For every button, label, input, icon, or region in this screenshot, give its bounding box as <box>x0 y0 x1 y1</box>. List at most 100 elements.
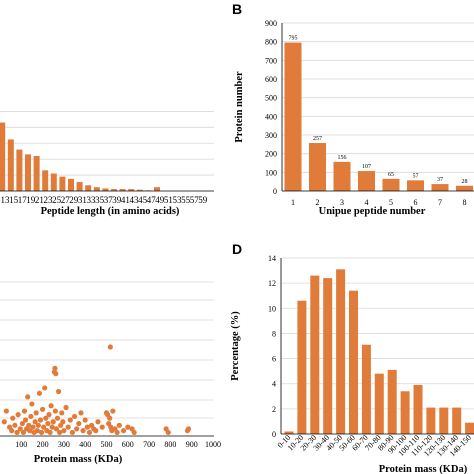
panel-a-x-tick: 41 <box>121 195 130 205</box>
panel-c-point <box>35 422 41 428</box>
panel-c-point <box>82 417 88 423</box>
panel-c-point <box>65 424 71 430</box>
panel-b-data-label: 257 <box>313 136 322 142</box>
panel-b-y-tick: 600 <box>265 75 277 84</box>
panel-c-point <box>61 428 67 434</box>
panel-c-point <box>120 428 127 434</box>
panel-c-point <box>25 394 31 400</box>
panel-a-x-tick: 39 <box>112 195 122 205</box>
panel-c-x-tick: 700 <box>143 440 155 449</box>
panel-b-bar <box>309 143 326 191</box>
panel-c-x-tick: 500 <box>101 440 113 449</box>
panel-a-x-tick: 51 <box>164 195 173 205</box>
panel-a-bar <box>50 173 57 191</box>
panel-b-y-tick: 300 <box>265 131 277 140</box>
panel-a-bar <box>7 139 14 191</box>
panel-c-point <box>50 419 56 425</box>
panel-c-point <box>10 415 16 421</box>
panel-c-point <box>17 426 23 432</box>
panel-c-point <box>80 428 86 434</box>
panel-d-bar <box>465 422 474 434</box>
panel-a-bar <box>25 154 31 191</box>
panel-c-point <box>40 406 46 412</box>
panel-c-point <box>26 422 32 428</box>
panel-a-bar <box>42 170 49 191</box>
panel-c-point <box>20 429 27 436</box>
panel-c-point <box>69 429 76 436</box>
panel-d-y-tick: 6 <box>272 355 276 364</box>
panel-d-bar <box>374 373 384 434</box>
panel-c-x-tick: 300 <box>58 440 70 449</box>
panel-c-point <box>53 426 60 432</box>
panel-d-y-tick: 2 <box>272 405 276 414</box>
panel-c-x-tick: 900 <box>186 440 198 449</box>
panel-c-point <box>43 415 49 421</box>
panel-d-bar <box>452 407 462 434</box>
panel-c-point <box>55 388 62 395</box>
panel-c-point <box>74 426 80 432</box>
panel-b-y-tick: 100 <box>265 168 277 177</box>
panel-c-point <box>76 420 82 427</box>
panel-c-x-tick: 1000 <box>205 440 221 449</box>
panel-c-point <box>165 429 171 436</box>
panel-c: 100 200 300 400 500 600 700 800 900 1000 Protein … <box>0 281 221 465</box>
panel-d-bar <box>361 344 371 434</box>
panel-c-x-tick: 200 <box>37 440 49 449</box>
panel-d-bar <box>349 290 358 434</box>
panel-c-point <box>78 410 84 416</box>
panel-c-point <box>114 429 120 436</box>
panel-c-point <box>28 413 34 420</box>
panel-c-point <box>45 420 51 427</box>
panel-d-y-tick: 12 <box>268 279 276 288</box>
panel-c-point <box>84 424 90 430</box>
panel-c-point <box>32 419 38 425</box>
panel-a-x-tick: 21 <box>35 195 44 205</box>
panel-c-point <box>107 415 113 421</box>
panel-d-letter: D <box>232 241 242 257</box>
panel-a-x-tick: 15 <box>9 195 19 205</box>
panel-c-point <box>21 408 28 414</box>
panel-b-data-label: 107 <box>362 164 371 170</box>
panel-b-bar <box>284 42 302 191</box>
panel-c-point <box>52 365 58 371</box>
panel-c-point <box>3 408 9 414</box>
panel-b-bar <box>407 180 424 191</box>
panel-b-data-label: 37 <box>437 177 443 183</box>
panel-c-point <box>52 408 58 414</box>
panel-c-point <box>22 417 29 423</box>
panel-c-point <box>86 429 93 436</box>
panel-a-x-tick: 13 <box>1 195 11 205</box>
panel-d-bar <box>387 369 397 434</box>
panel-d-bar <box>323 278 333 434</box>
panel-c-x-label: Protein mass (KDa) <box>34 454 123 465</box>
panel-b-y-tick: 0 <box>273 187 277 196</box>
panel-b-bar <box>431 184 449 191</box>
panel-a-bar <box>102 188 109 191</box>
panel-c-x-tick: 800 <box>164 440 176 449</box>
panel-b-x-tick: 5 <box>389 198 393 207</box>
panel-b-x-tick: 2 <box>316 198 320 207</box>
panel-a-bar <box>59 176 66 191</box>
panel-a-x-label: Peptide length (in amino acids) <box>41 206 180 217</box>
panel-c-point <box>125 424 131 430</box>
panel-b-letter: B <box>232 1 242 17</box>
panel-c-point <box>34 428 40 434</box>
panel-b-y-tick: 700 <box>265 56 277 65</box>
panel-c-point <box>41 424 47 430</box>
panel-a-x-tick: 33 <box>87 195 97 205</box>
panel-b-data-label: 57 <box>413 173 419 179</box>
panel-a-bar <box>128 189 135 191</box>
panel-c-point <box>33 410 39 416</box>
panel-d-bar <box>413 384 423 434</box>
panel-c-x-tick: 600 <box>122 440 134 449</box>
panel-c-point <box>15 412 21 418</box>
panel-d-y-tick: 10 <box>268 304 276 313</box>
panel-c-point <box>99 424 105 430</box>
panel-b-x-tick: 3 <box>340 198 344 207</box>
panel-c-point <box>53 371 59 377</box>
panel-c-point <box>46 412 52 418</box>
panel-d-y-tick: 14 <box>268 254 276 263</box>
panel-a-x-tick: 25 <box>52 195 62 205</box>
